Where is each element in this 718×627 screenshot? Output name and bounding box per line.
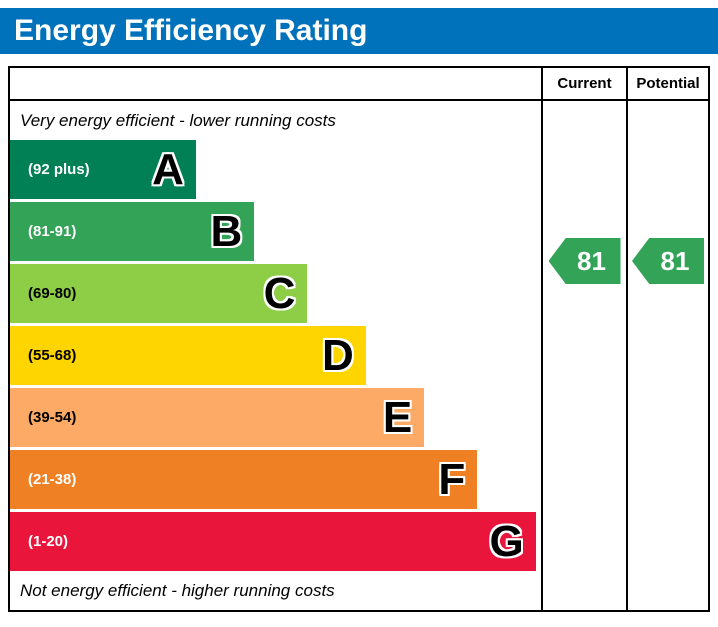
chart-header: Current Potential [10,68,708,101]
band-range-label: (21-38) [28,471,77,488]
title-bar: Energy Efficiency Rating [0,8,718,54]
chart-body: Very energy efficient - lower running co… [10,101,708,610]
bands: (92 plus) A (81-91) B (69-80) C (55-68) D (39-54… [10,140,541,571]
band-letter: G [489,516,524,566]
potential-column: 81 [626,101,708,610]
band-f: (21-38) F [10,450,478,509]
current-value: 81 [577,245,606,276]
band-range-label: (55-68) [28,347,77,364]
band-range-label: (81-91) [28,223,77,240]
energy-efficiency-chart: Current Potential Very energy efficient … [8,66,710,612]
band-range-label: (69-80) [28,285,77,302]
top-note: Very energy efficient - lower running co… [20,111,336,130]
potential-arrow: 81 [632,238,704,284]
band-a: (92 plus) A [10,140,196,199]
potential-value: 81 [660,245,690,276]
band-letter: F [438,454,466,504]
band-g: (1-20) G [10,512,536,571]
band-d: (55-68) D [10,326,366,385]
band-letter: B [210,206,243,256]
potential-header: Potential [626,68,708,99]
current-arrow: 81 [548,238,621,284]
band-c: (69-80) C [10,264,308,323]
band-letter: C [263,268,296,318]
bottom-note: Not energy efficient - higher running co… [20,581,335,600]
band-letter: D [321,330,354,380]
current-column: 81 [541,101,626,610]
current-header: Current [541,68,626,99]
bands-column: Very energy efficient - lower running co… [10,101,541,610]
band-e: (39-54) E [10,388,425,447]
band-range-label: (39-54) [28,409,77,426]
band-letter: A [152,144,184,194]
band-range-label: (1-20) [28,533,69,550]
header-spacer [10,68,541,99]
page-title: Energy Efficiency Rating [14,14,368,47]
band-letter: E [382,392,413,442]
band-range-label: (92 plus) [28,161,90,178]
band-b: (81-91) B [10,202,255,261]
